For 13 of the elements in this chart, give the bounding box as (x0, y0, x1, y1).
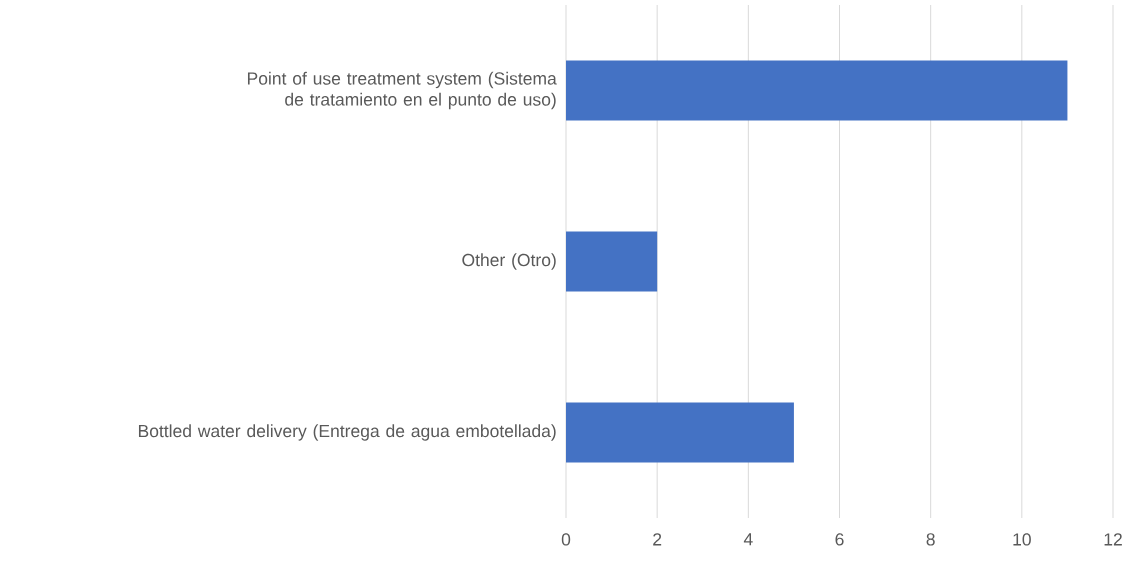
bar (566, 60, 1068, 121)
y-tick-label: Bottled water delivery (Entrega de agua embotellada) (138, 424, 556, 441)
bar (566, 231, 658, 292)
x-tick-label: 12 (1104, 533, 1122, 546)
y-tick-label: Other (Otro) (462, 253, 556, 270)
x-tick-label: 4 (743, 533, 753, 546)
x-tick-label: 0 (561, 533, 571, 546)
x-tick-label: 10 (1013, 533, 1031, 546)
bar (566, 402, 794, 463)
x-tick-label: 6 (835, 533, 844, 546)
y-tick-label: Point of use treatment system (Sistema de tratamiento en el punto de uso) (247, 71, 557, 110)
x-tick-label: 8 (926, 533, 935, 546)
x-tick-label: 2 (653, 533, 662, 546)
